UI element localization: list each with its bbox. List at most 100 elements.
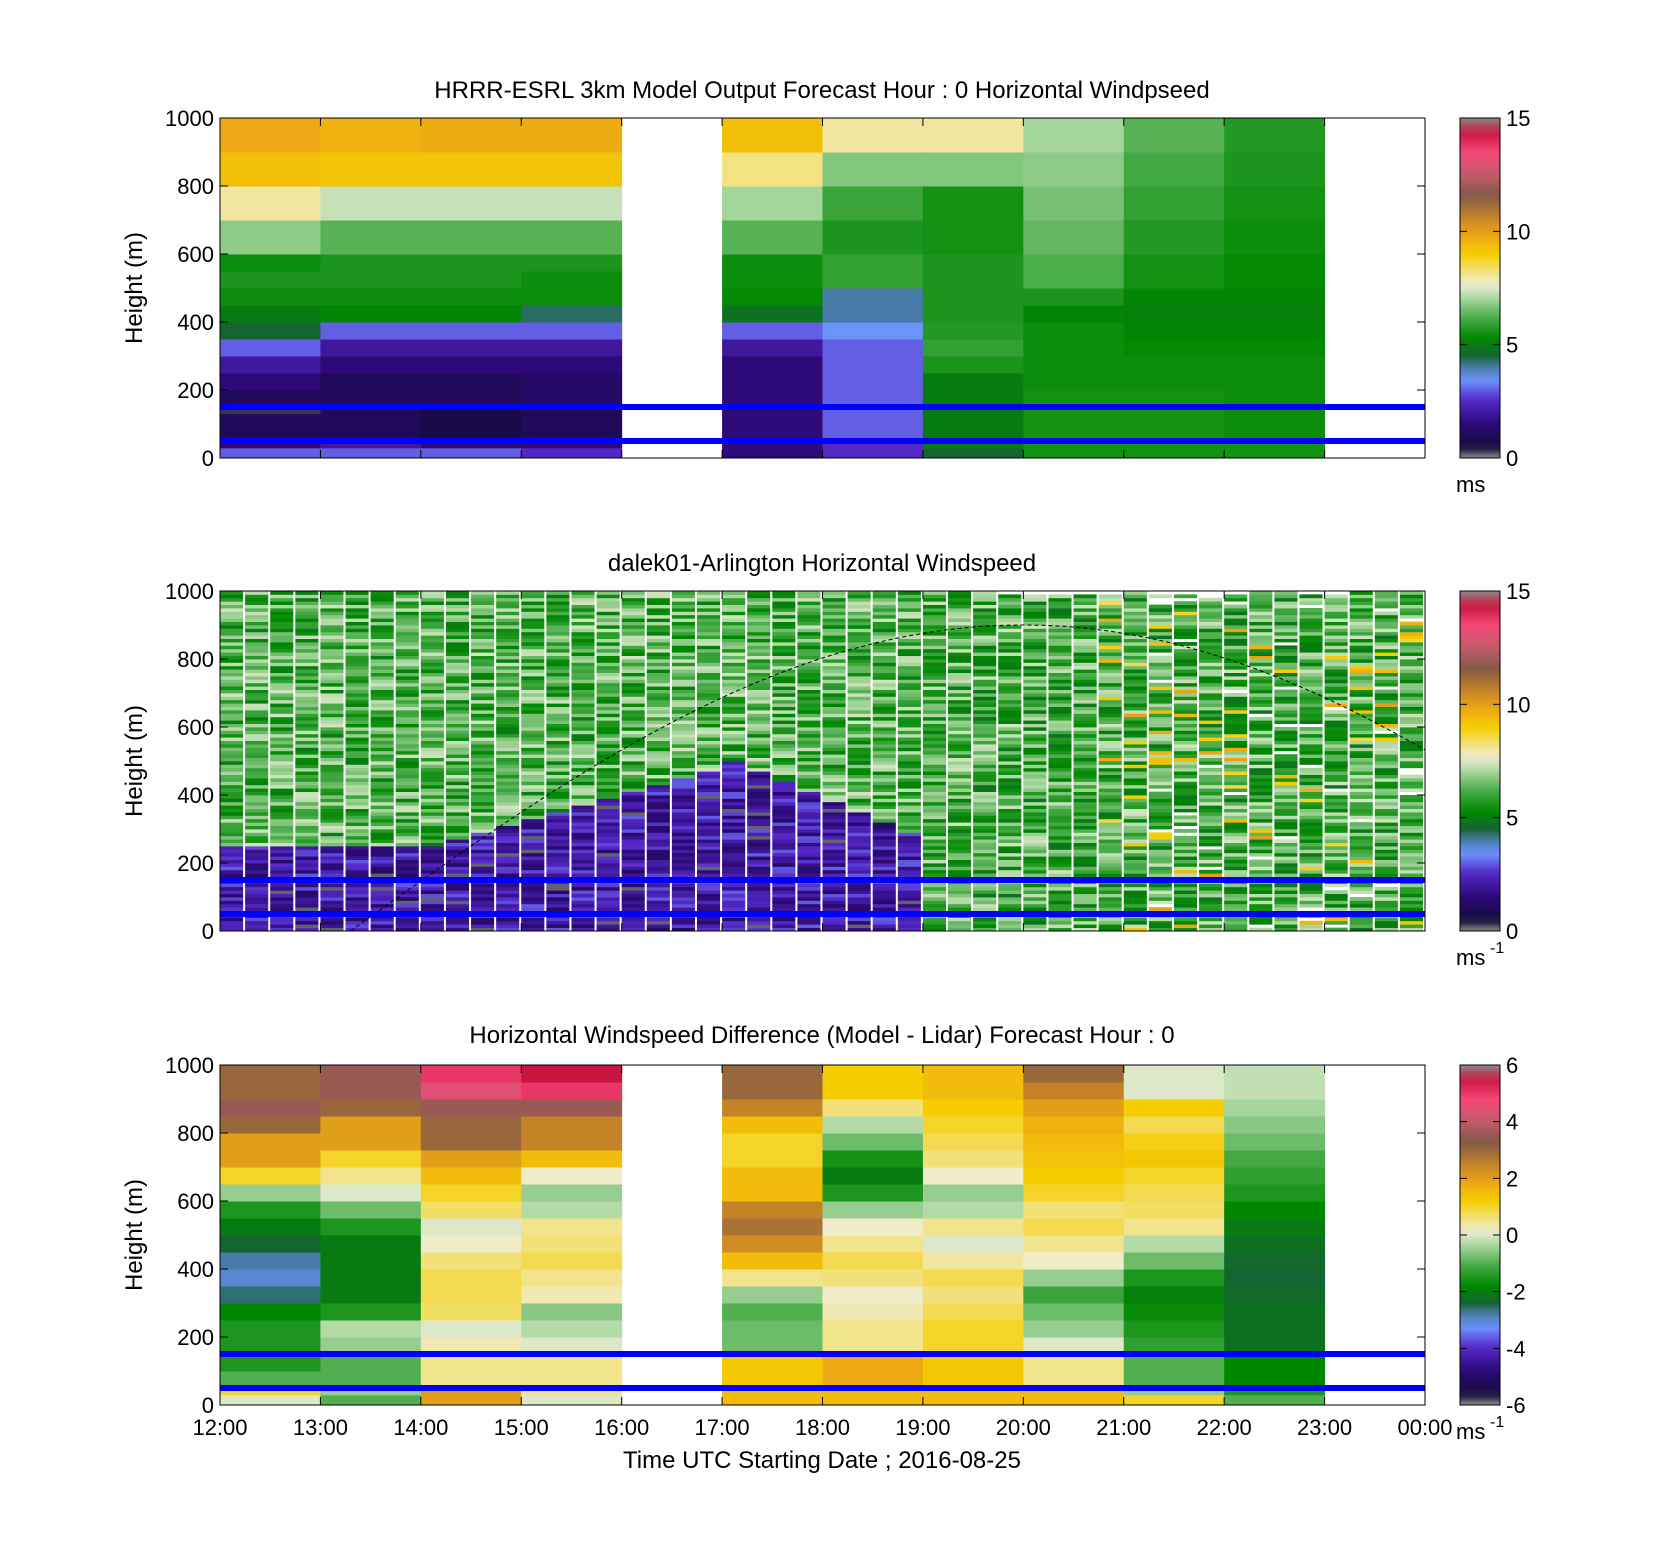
heatmap-cell [295, 839, 319, 843]
heatmap-cell [1299, 839, 1323, 843]
heatmap-cell [395, 689, 419, 694]
heatmap-cell [696, 747, 721, 752]
heatmap-cell [973, 822, 997, 826]
heatmap-cell [973, 784, 997, 789]
heatmap-cell [671, 893, 695, 898]
heatmap-cell [998, 740, 1022, 745]
heatmap-cell [671, 696, 695, 701]
heatmap-cell [420, 744, 444, 748]
heatmap-cell [270, 689, 294, 694]
heatmap-cell [1148, 750, 1172, 755]
heatmap-cell [722, 628, 746, 633]
heatmap-cell [747, 774, 771, 779]
heatmap-cell [395, 706, 419, 711]
heatmap-cell [395, 618, 419, 622]
heatmap-cell [948, 893, 972, 898]
heatmap-cell [797, 812, 821, 816]
heatmap-cell [546, 659, 570, 663]
heatmap-cell [270, 835, 294, 840]
heatmap-cell [1173, 903, 1198, 908]
heatmap-cell [1048, 686, 1072, 690]
heatmap-cell [395, 798, 419, 803]
heatmap-cell [496, 638, 520, 643]
heatmap-cell [420, 254, 522, 272]
heatmap-cell [847, 659, 871, 663]
heatmap-cell [420, 852, 444, 857]
heatmap-cell [420, 818, 444, 823]
heatmap-cell [1274, 727, 1298, 731]
heatmap-cell [1048, 791, 1072, 796]
heatmap-cell [521, 706, 545, 711]
heatmap-cell [897, 856, 921, 860]
heatmap-cell [646, 635, 670, 639]
heatmap-cell [671, 723, 695, 728]
heatmap-cell [471, 900, 495, 905]
heatmap-cell [295, 689, 319, 694]
heatmap-cell [922, 672, 947, 677]
heatmap-cell [671, 594, 695, 599]
heatmap-cell [621, 815, 645, 820]
heatmap-cell [646, 682, 670, 687]
heatmap-cell [546, 791, 570, 796]
heatmap-cell [220, 339, 321, 357]
heatmap-cell [320, 795, 344, 799]
heatmap-cell [220, 754, 244, 758]
heatmap-cell [1399, 890, 1423, 894]
heatmap-cell [1249, 662, 1273, 667]
heatmap-cell [370, 852, 394, 857]
heatmap-cell [847, 890, 871, 894]
heatmap-cell [320, 339, 422, 357]
heatmap-cell [973, 604, 997, 609]
heatmap-cell [1123, 801, 1147, 806]
heatmap-cell [1374, 852, 1398, 857]
heatmap-cell [571, 638, 595, 643]
heatmap-cell [1123, 254, 1225, 289]
heatmap-cell [345, 890, 369, 894]
heatmap-cell [1374, 815, 1398, 820]
heatmap-cell [245, 774, 269, 779]
heatmap-cell [797, 635, 821, 639]
heatmap-cell [220, 591, 244, 595]
heatmap-cell [1374, 897, 1398, 901]
heatmap-cell [471, 716, 495, 721]
heatmap-cell [998, 744, 1022, 748]
heatmap-cell [847, 757, 871, 762]
heatmap-cell [671, 655, 695, 660]
heatmap-cell [646, 784, 670, 789]
heatmap-cell [295, 818, 319, 823]
heatmap-cell [671, 924, 695, 928]
heatmap-cell [747, 917, 771, 922]
heatmap-cell [546, 808, 570, 813]
heatmap-cell [1199, 689, 1223, 694]
heatmap-cell [521, 305, 623, 323]
heatmap-cell [1023, 856, 1047, 860]
heatmap-cell [722, 774, 746, 779]
heatmap-cell [370, 924, 394, 928]
heatmap-cell [1023, 682, 1047, 687]
heatmap-cell [471, 849, 495, 854]
heatmap-cell [922, 703, 947, 707]
heatmap-cell [496, 679, 520, 684]
heatmap-cell [571, 608, 595, 612]
heatmap-cell [596, 890, 620, 894]
heatmap-cell [1048, 778, 1072, 782]
heatmap-cell [1148, 897, 1172, 901]
heatmap-cell [521, 750, 545, 755]
heatmap-cell [1148, 771, 1172, 775]
heatmap-cell [973, 920, 997, 925]
heatmap-cell [345, 893, 369, 898]
heatmap-cell [1098, 696, 1122, 701]
heatmap-cell [370, 784, 394, 789]
heatmap-cell [320, 703, 344, 707]
heatmap-cell [1299, 832, 1323, 837]
heatmap-cell [1023, 693, 1047, 697]
heatmap-cell [571, 917, 595, 922]
heatmap-cell [897, 716, 921, 721]
heatmap-cell [1148, 706, 1172, 711]
heatmap-cell [822, 849, 846, 854]
heatmap-cell [847, 676, 871, 680]
heatmap-cell [696, 917, 721, 922]
heatmap-cell [621, 618, 645, 622]
heatmap-cell [395, 815, 419, 820]
heatmap-cell [621, 890, 645, 894]
